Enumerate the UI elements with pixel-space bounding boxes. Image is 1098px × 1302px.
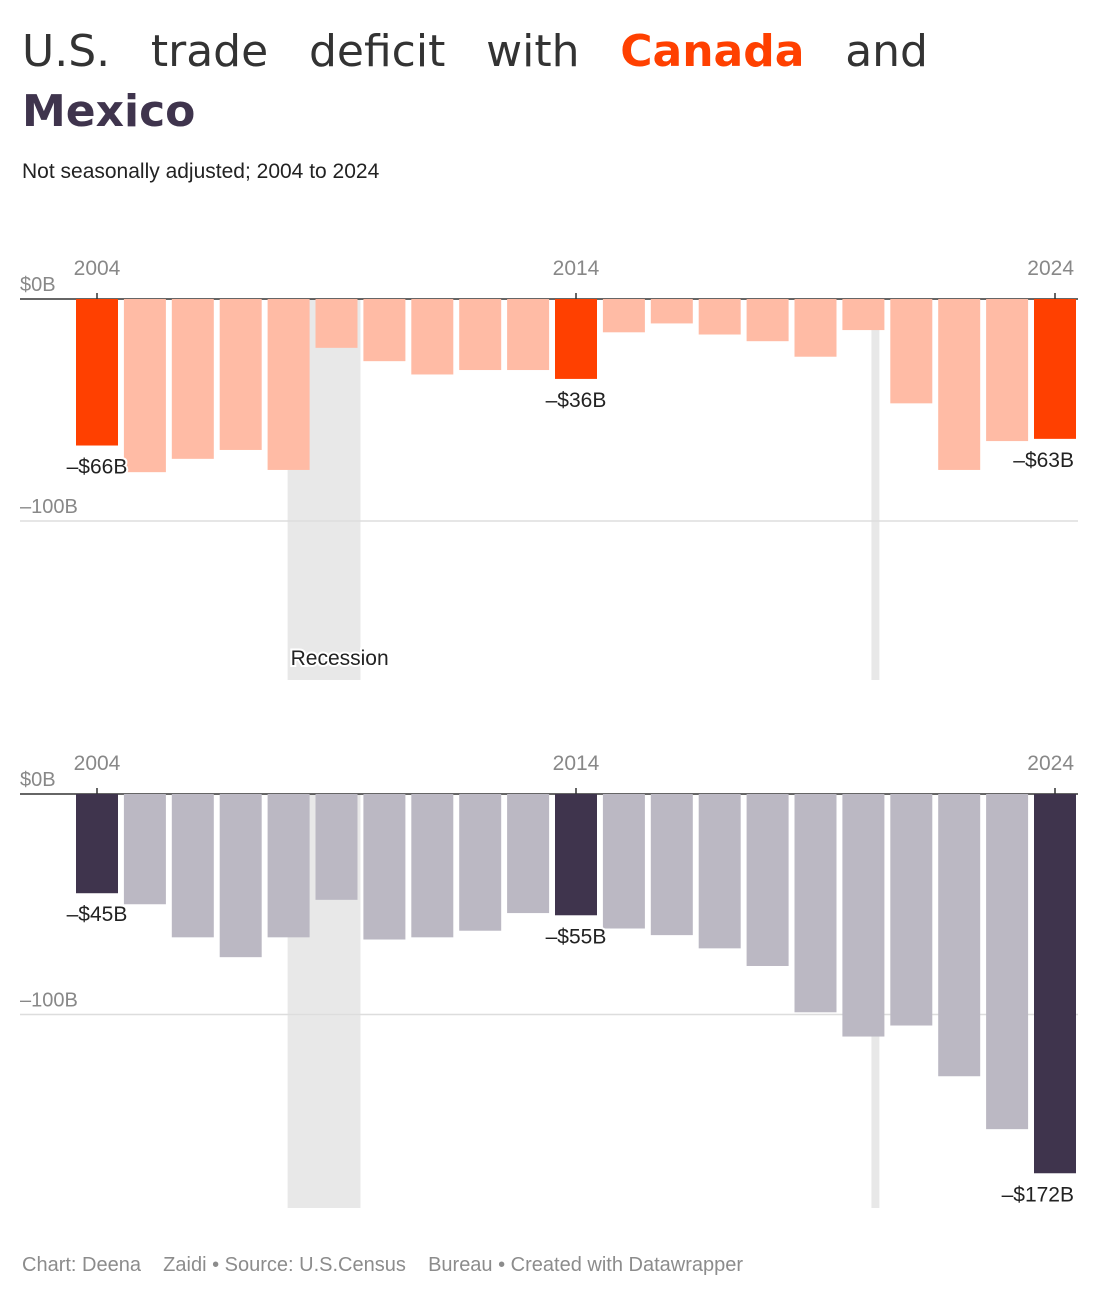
x-tick-label: 2014 xyxy=(553,752,600,775)
bar-2017 xyxy=(698,299,741,335)
bar-2013 xyxy=(507,794,550,914)
bar-2008 xyxy=(267,299,310,470)
x-tick-label: 2024 xyxy=(1027,257,1074,280)
bar-2005 xyxy=(123,794,166,905)
chart-footer: Chart: Deena Zaidi • Source: U.S.Census … xyxy=(22,1254,744,1276)
bar-2023 xyxy=(986,794,1029,1130)
bar-2006 xyxy=(171,794,214,938)
title-highlight-mexico: Mexico xyxy=(22,86,196,137)
bar-2016 xyxy=(650,299,693,324)
y-tick-label: –100B xyxy=(20,990,78,1012)
bar-2004 xyxy=(76,794,118,894)
title-word: and xyxy=(845,26,928,77)
bar-2022 xyxy=(938,794,981,1077)
y-tick-label: $0B xyxy=(20,274,56,296)
bar-2015 xyxy=(602,794,645,929)
bar-2024 xyxy=(1034,794,1076,1174)
bar-2020 xyxy=(842,794,885,1037)
x-tick-label: 2004 xyxy=(74,257,121,280)
bar-2008 xyxy=(267,794,310,938)
chart-subtitle: Not seasonally adjusted; 2004 to 2024 xyxy=(22,160,380,183)
bar-2006 xyxy=(171,299,214,459)
canada-chart: $0B –100B 2004 2014 2024 –$66B –$36B –$63B Reces… xyxy=(20,257,1078,680)
title-word: deficit xyxy=(308,26,446,77)
value-label: –$36B xyxy=(546,389,607,412)
recession-label: Recession xyxy=(291,647,389,670)
value-label: –$172B xyxy=(1002,1183,1074,1206)
x-tick-label: 2004 xyxy=(74,752,121,775)
title-word: with xyxy=(486,26,580,77)
title-highlight-canada: Canada xyxy=(620,26,805,77)
bar-2019 xyxy=(794,794,837,1013)
title-word: U.S. xyxy=(22,26,111,77)
bar-2012 xyxy=(459,794,502,931)
title-line-2: Mexico xyxy=(22,82,928,142)
x-tick-label: 2024 xyxy=(1027,752,1074,775)
bar-2009 xyxy=(315,299,358,348)
bar-2009 xyxy=(315,794,358,900)
y-tick-label: $0B xyxy=(20,769,56,791)
bar-2014 xyxy=(555,794,597,916)
bar-2020 xyxy=(842,299,885,331)
bar-2011 xyxy=(411,299,454,375)
value-label: –$45B xyxy=(67,903,128,926)
recession-shade-2020 xyxy=(871,299,880,680)
bar-2007 xyxy=(219,794,262,958)
bar-2018 xyxy=(746,299,789,342)
chart-title: U.S. trade deficit with Canada and Mexic… xyxy=(22,22,928,142)
bar-2005 xyxy=(123,299,166,473)
title-line-1: U.S. trade deficit with Canada and xyxy=(22,22,928,82)
value-label: –$66B xyxy=(67,456,128,479)
bar-2024 xyxy=(1034,299,1076,439)
bar-2010 xyxy=(363,299,406,362)
bar-2010 xyxy=(363,794,406,940)
bar-2007 xyxy=(219,299,262,450)
bar-2012 xyxy=(459,299,502,371)
bar-2023 xyxy=(986,299,1029,442)
value-label: –$63B xyxy=(1013,449,1074,472)
bar-2021 xyxy=(890,794,933,1026)
bar-2017 xyxy=(698,794,741,949)
title-word: trade xyxy=(150,26,269,77)
bar-2018 xyxy=(746,794,789,966)
bar-2013 xyxy=(507,299,550,371)
value-label: –$55B xyxy=(546,925,607,948)
bar-2019 xyxy=(794,299,837,357)
mexico-chart: $0B –100B 2004 2014 2024 –$45B –$55B –$172B xyxy=(20,752,1078,1208)
y-tick-label: –100B xyxy=(20,496,78,518)
bar-2011 xyxy=(411,794,454,938)
bar-2015 xyxy=(602,299,645,333)
bar-2014 xyxy=(555,299,597,379)
bar-2022 xyxy=(938,299,981,470)
bar-2004 xyxy=(76,299,118,446)
x-tick-label: 2014 xyxy=(553,257,600,280)
bar-2021 xyxy=(890,299,933,404)
bar-2016 xyxy=(650,794,693,936)
